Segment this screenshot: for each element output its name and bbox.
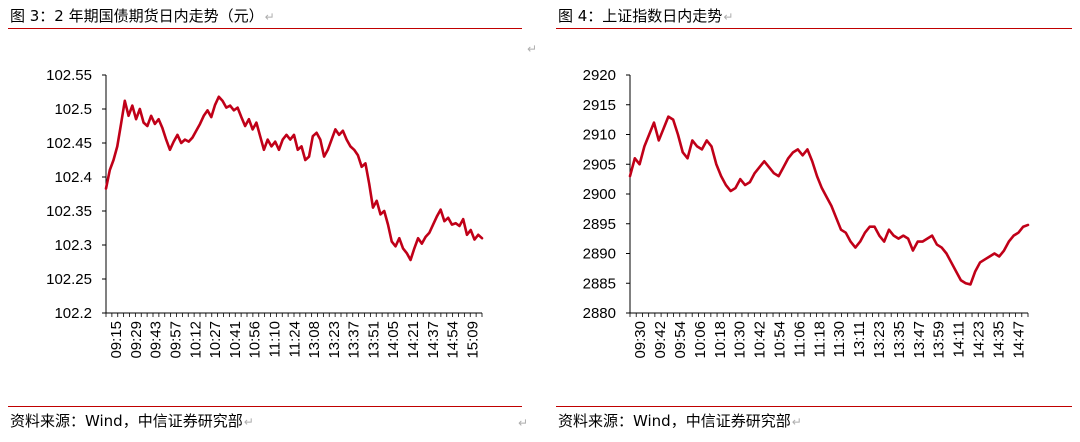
x-tick-label: 09:42 <box>652 321 669 359</box>
x-tick-label: 11:30 <box>831 321 848 357</box>
y-tick-label: 2900 <box>583 186 616 203</box>
figure-title-text: 图 3：2 年期国债期货日内走势（元） <box>10 7 264 25</box>
x-tick-label: 13:08 <box>306 321 323 359</box>
x-tick-label: 09:29 <box>128 321 145 359</box>
figure-title-text: 图 4：上证指数日内走势 <box>558 7 723 25</box>
x-tick-label: 13:59 <box>931 321 948 359</box>
x-tick-label: 10:18 <box>712 321 729 359</box>
x-tick-label: 09:54 <box>672 321 689 359</box>
figure-title: 图 4：上证指数日内走势↵ <box>558 6 733 27</box>
x-tick-label: 14:54 <box>445 321 462 359</box>
source-note: 资料来源：Wind，中信证券研究部↵ <box>10 411 254 432</box>
shanghai-index-chart: 2880 2885 2890 2895 2900 2905 2910 2915 2920 09:3… <box>583 67 1030 359</box>
return-mark: ↵ <box>527 42 538 56</box>
x-tick-label: 10:06 <box>692 321 709 359</box>
y-tick-label: 2890 <box>583 246 616 263</box>
x-tick-label: 14:23 <box>971 321 988 359</box>
x-tick-label: 09:57 <box>168 321 185 359</box>
source-rule <box>556 406 1072 407</box>
y-tick-label: 2895 <box>583 216 616 233</box>
x-tick-label: 14:37 <box>425 321 442 359</box>
y-tick-label: 102.3 <box>54 237 92 254</box>
y-tick-label: 102.4 <box>54 169 92 186</box>
title-rule <box>556 28 1072 29</box>
x-tick-label: 13:35 <box>891 321 908 359</box>
source-text: 资料来源：Wind，中信证券研究部 <box>10 412 243 430</box>
y-tick-label: 102.55 <box>46 67 92 84</box>
bond-futures-chart: 102.2 102.25 102.3 102.35 102.4 102.45 102.5 10… <box>46 67 484 359</box>
x-tick-label: 13:11 <box>851 321 868 357</box>
x-tick-label: 11:10 <box>266 321 283 357</box>
source-note: 资料来源：Wind，中信证券研究部↵ <box>558 411 802 432</box>
figure-3-panel: 图 3：2 年期国债期货日内走势（元）↵ 102.2 102.25 102.3 102… <box>0 0 537 442</box>
x-tick-label: 10:30 <box>732 321 749 359</box>
x-tick-label: 10:41 <box>227 321 244 359</box>
x-tick-label: 10:56 <box>247 321 264 359</box>
x-tick-label: 10:42 <box>752 321 769 359</box>
x-tick-label: 14:21 <box>405 321 422 359</box>
source-rule <box>8 406 522 407</box>
y-tick-label: 2885 <box>583 275 616 292</box>
x-tick-label: 13:23 <box>326 321 343 359</box>
x-tick-label: 10:27 <box>207 321 224 359</box>
x-tick-label: 14:11 <box>951 321 968 357</box>
x-tick-label: 09:15 <box>108 321 125 359</box>
x-tick-label: 15:09 <box>464 321 481 359</box>
x-tick-label: 09:30 <box>632 321 649 359</box>
y-tick-label: 2920 <box>583 67 616 84</box>
y-tick-label: 2880 <box>583 305 616 322</box>
x-tick-label: 10:12 <box>187 321 204 359</box>
figure-title: 图 3：2 年期国债期货日内走势（元）↵ <box>10 6 275 27</box>
x-tick-label: 10:54 <box>772 321 789 359</box>
y-tick-label: 102.35 <box>46 203 92 220</box>
x-tick-label: 13:47 <box>911 321 928 359</box>
series-line <box>104 95 484 262</box>
y-tick-label: 2905 <box>583 156 616 173</box>
return-mark: ↵ <box>723 10 734 24</box>
source-text: 资料来源：Wind，中信证券研究部 <box>558 412 791 430</box>
series-line <box>628 115 1030 286</box>
y-tick-label: 102.25 <box>46 271 92 288</box>
x-tick-label: 11:06 <box>791 321 808 357</box>
y-tick-label: 2910 <box>583 127 616 144</box>
x-tick-label: 14:05 <box>385 321 402 359</box>
return-mark: ↵ <box>243 415 254 429</box>
x-tick-label: 13:37 <box>346 321 363 359</box>
x-tick-label: 11:24 <box>286 321 303 357</box>
x-tick-label: 13:23 <box>871 321 888 359</box>
x-tick-label: 11:18 <box>811 321 828 357</box>
y-tick-label: 102.2 <box>54 305 92 322</box>
y-tick-label: 2915 <box>583 97 616 114</box>
title-rule <box>8 28 522 29</box>
return-mark: ↵ <box>264 10 275 24</box>
return-mark: ↵ <box>518 416 529 430</box>
return-mark: ↵ <box>791 415 802 429</box>
x-tick-label: 14:47 <box>1010 321 1027 359</box>
y-tick-label: 102.45 <box>46 135 92 152</box>
y-tick-label: 102.5 <box>54 101 92 118</box>
x-tick-label: 09:43 <box>148 321 165 359</box>
x-tick-label: 14:35 <box>990 321 1007 359</box>
x-tick-label: 13:51 <box>365 321 382 359</box>
figure-4-panel: 图 4：上证指数日内走势↵ 2880 2885 2890 2895 2900 2905 29… <box>548 0 1080 442</box>
